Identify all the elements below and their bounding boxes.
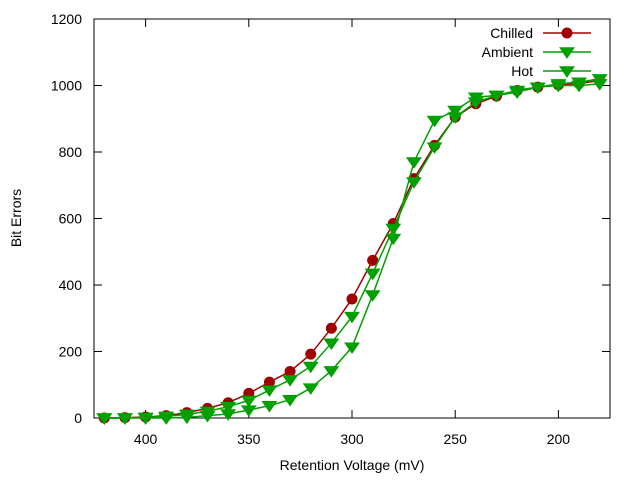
legend-marker	[561, 27, 573, 39]
series-line	[104, 78, 600, 419]
data-point	[529, 82, 546, 94]
y-tick-label: 800	[59, 144, 83, 160]
y-axis-ticks: 0 200 400 600 800 1000 1200	[51, 11, 610, 426]
data-point	[325, 322, 337, 334]
data-point	[364, 290, 381, 302]
data-point	[447, 105, 464, 118]
data-point	[284, 365, 296, 377]
data-point	[488, 90, 505, 103]
data-point	[344, 342, 360, 355]
data-point	[509, 87, 526, 99]
data-point	[261, 385, 278, 397]
y-tick-label: 0	[74, 410, 82, 426]
data-point	[426, 115, 443, 128]
y-tick-label: 1200	[51, 11, 82, 27]
data-point	[323, 338, 340, 351]
data-point	[220, 409, 237, 421]
data-point	[158, 413, 175, 425]
data-point	[282, 375, 299, 387]
y-tick-label: 1000	[51, 78, 82, 94]
data-point	[220, 401, 237, 414]
legend-marker	[559, 66, 575, 78]
data-point	[364, 268, 381, 281]
data-point	[302, 383, 319, 395]
x-tick-label: 200	[547, 431, 571, 447]
series-line	[104, 79, 600, 419]
data-point	[96, 413, 113, 425]
y-axis-label: Bit Errors	[8, 189, 24, 247]
y-tick-label: 400	[59, 277, 83, 293]
data-point	[178, 412, 195, 425]
series-layer	[96, 74, 608, 425]
data-point	[240, 395, 257, 408]
data-point	[117, 413, 133, 425]
data-point	[385, 233, 402, 246]
data-point	[367, 254, 379, 266]
data-point	[240, 405, 257, 417]
data-point	[261, 400, 278, 413]
x-tick-label: 400	[134, 431, 158, 447]
data-point	[346, 293, 358, 305]
data-point	[282, 395, 299, 407]
legend-label: Ambient	[482, 44, 533, 60]
data-point	[467, 92, 484, 104]
data-point	[305, 348, 317, 360]
series-chilled	[98, 75, 606, 424]
data-point	[323, 366, 340, 378]
series-ambient	[96, 74, 608, 425]
data-point	[199, 410, 216, 423]
x-tick-label: 250	[444, 431, 468, 447]
legend-marker	[559, 47, 575, 59]
x-tick-label: 300	[340, 431, 364, 447]
y-tick-label: 200	[59, 344, 83, 360]
data-point	[426, 142, 443, 154]
data-point	[405, 177, 422, 189]
series-hot	[96, 79, 608, 425]
data-point	[591, 79, 608, 91]
x-axis-ticks: 400 350 300 250 200	[134, 19, 570, 447]
y-tick-label: 600	[59, 211, 83, 227]
data-point	[550, 80, 567, 93]
x-tick-label: 350	[237, 431, 261, 447]
legend-label: Chilled	[490, 25, 533, 41]
legend-label: Hot	[511, 63, 533, 79]
legend: Chilled Ambient Hot	[482, 25, 591, 79]
series-line	[104, 83, 600, 419]
data-point	[137, 413, 154, 425]
data-point	[571, 80, 587, 93]
x-axis-label: Retention Voltage (mV)	[280, 457, 425, 473]
data-point	[405, 157, 422, 169]
data-point	[302, 361, 319, 374]
data-point	[344, 311, 360, 324]
